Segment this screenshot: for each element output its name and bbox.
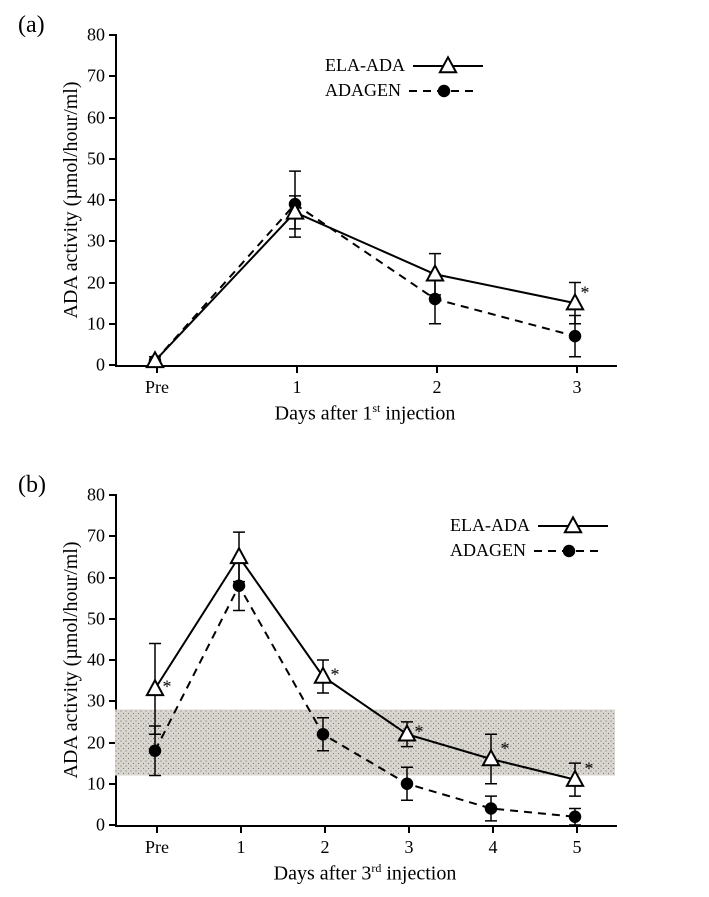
ytick-label: 50 bbox=[87, 608, 117, 629]
ytick-label: 70 bbox=[87, 66, 117, 87]
panel-a-label: (a) bbox=[18, 12, 45, 39]
ytick-label: 10 bbox=[87, 313, 117, 334]
legend-label: ADAGEN bbox=[450, 540, 526, 561]
legend-swatch bbox=[534, 541, 604, 561]
panel-b-ylabel: ADA activity (µmol/hour/ml) bbox=[60, 541, 83, 778]
ytick-label: 20 bbox=[87, 732, 117, 753]
ytick-label: 0 bbox=[96, 355, 117, 376]
legend-swatch bbox=[538, 516, 608, 536]
xtick-label: 4 bbox=[489, 825, 498, 858]
legend-swatch bbox=[409, 81, 479, 101]
ytick-label: 20 bbox=[87, 272, 117, 293]
ytick-label: 60 bbox=[87, 107, 117, 128]
legend-row: ADAGEN bbox=[450, 540, 608, 561]
significance-star: * bbox=[585, 759, 594, 780]
xtick-label: 3 bbox=[573, 365, 582, 398]
panel-b-label: (b) bbox=[18, 472, 46, 499]
xtick-label: 2 bbox=[433, 365, 442, 398]
xtick-label: Pre bbox=[145, 825, 169, 858]
legend-row: ELA-ADA bbox=[325, 55, 483, 76]
ytick-label: 60 bbox=[87, 567, 117, 588]
panel-b-xlabel: Days after 3rd injection bbox=[115, 861, 615, 886]
ytick-label: 0 bbox=[96, 815, 117, 836]
xtick-label: Pre bbox=[145, 365, 169, 398]
ytick-label: 30 bbox=[87, 231, 117, 252]
legend-row: ELA-ADA bbox=[450, 515, 608, 536]
legend-label: ELA-ADA bbox=[450, 515, 530, 536]
significance-star: * bbox=[581, 282, 590, 303]
legend-label: ADAGEN bbox=[325, 80, 401, 101]
significance-star: * bbox=[501, 738, 510, 759]
legend-swatch bbox=[413, 56, 483, 76]
panel-a-xlabel: Days after 1st injection bbox=[115, 401, 615, 426]
panel-a-ylabel: ADA activity (µmol/hour/ml) bbox=[60, 81, 83, 318]
ytick-label: 80 bbox=[87, 25, 117, 46]
figure-root: (a) 01020304050607080Pre123 ELA-ADAADAGE… bbox=[0, 0, 709, 897]
ytick-label: 40 bbox=[87, 190, 117, 211]
significance-star: * bbox=[331, 664, 340, 685]
xtick-label: 5 bbox=[573, 825, 582, 858]
ytick-label: 40 bbox=[87, 650, 117, 671]
significance-star: * bbox=[163, 676, 172, 697]
xtick-label: 2 bbox=[321, 825, 330, 858]
ytick-label: 30 bbox=[87, 691, 117, 712]
panel-b-legend: ELA-ADA ADAGEN bbox=[450, 515, 608, 565]
legend-label: ELA-ADA bbox=[325, 55, 405, 76]
ytick-label: 10 bbox=[87, 773, 117, 794]
ytick-label: 80 bbox=[87, 485, 117, 506]
xtick-label: 3 bbox=[405, 825, 414, 858]
ytick-label: 70 bbox=[87, 526, 117, 547]
significance-star: * bbox=[415, 722, 424, 743]
ytick-label: 50 bbox=[87, 148, 117, 169]
xtick-label: 1 bbox=[293, 365, 302, 398]
xtick-label: 1 bbox=[237, 825, 246, 858]
legend-row: ADAGEN bbox=[325, 80, 483, 101]
panel-a-legend: ELA-ADA ADAGEN bbox=[325, 55, 483, 105]
